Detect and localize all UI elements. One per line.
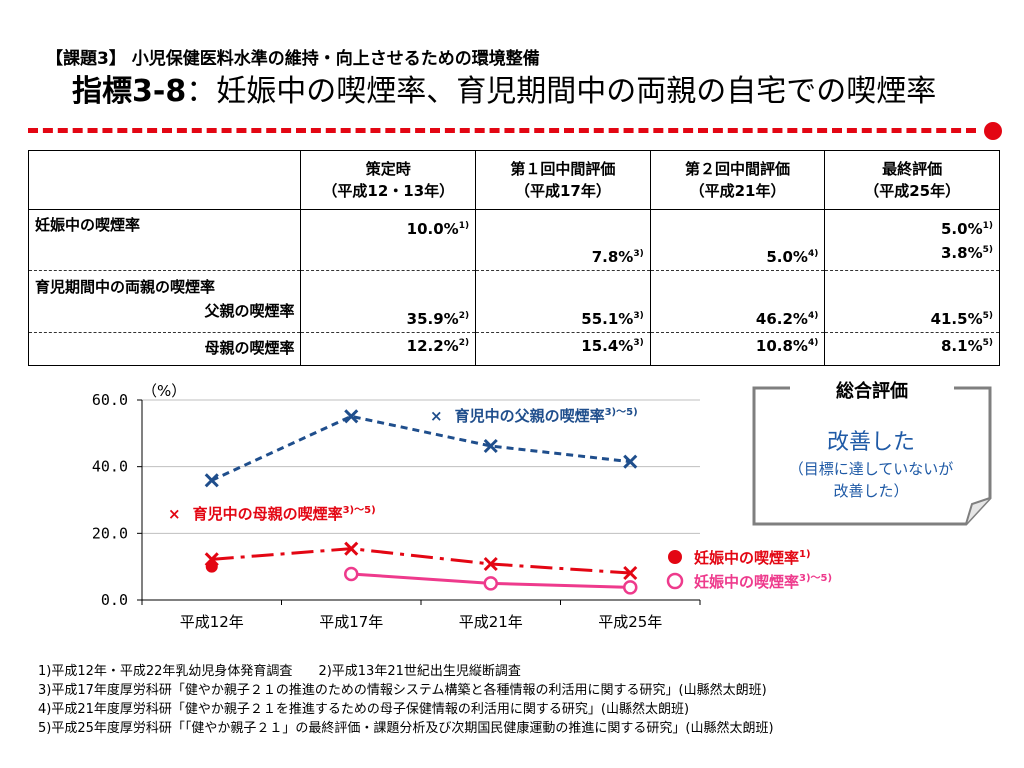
data-table: 策定時 （平成12・13年） 第１回中間評価 （平成17年） 第２回中間評価 （平成2… [27, 150, 1000, 366]
slide-subtitle: 【課題3】 小児保健医料水準の維持・向上させるための環境整備 [46, 49, 540, 69]
legend-pregnancy-filled-marker [668, 550, 682, 564]
table-cell: 5.0%1) 3.8%5) [824, 209, 1000, 271]
table-cell: 41.5%5) [824, 270, 1000, 333]
table-header-empty [27, 150, 302, 210]
table-header-cell: 最終評価 （平成25年） [824, 150, 1000, 210]
y-tick-label: 0.0 [101, 591, 128, 609]
evaluation-note: （目標に達していないが 改善した） [788, 460, 954, 500]
y-tick-label: 60.0 [92, 391, 128, 409]
table-cell: 15.4%3) [475, 332, 651, 366]
data-point-cross [344, 409, 359, 424]
legend-father: × 育児中の父親の喫煙率3)～5) [430, 407, 638, 425]
chart-series-lines [211, 414, 631, 589]
table-cell: 35.9%2) [300, 270, 477, 333]
title-indicator-number: 指標3-8 [72, 74, 187, 109]
row-label: 育児期間中の両親の喫煙率 父親の喫煙率 [27, 270, 302, 333]
footnote-line: 3)平成17年度厚労科研「健やか親子２１の推進のための情報システム構築と各種情報… [38, 683, 767, 698]
evaluation-box-frame [752, 386, 992, 526]
data-point-cross [344, 541, 359, 556]
y-axis-unit-label: （%） [142, 382, 186, 400]
table-row-mother: 母親の喫煙率 12.2%2) 15.4%3) 10.8%4) 8.1%5) [27, 332, 1000, 366]
x-tick-label: 平成21年 [459, 613, 523, 631]
data-point-cross [483, 438, 498, 454]
table-cell: 12.2%2) [300, 332, 477, 366]
slide-title: 指標3-8：妊娠中の喫煙率、育児期間中の両親の自宅での喫煙率 [72, 72, 1002, 112]
chart-axes: 0.0 20.0 40.0 60.0 平成12年 平成17年 平成21年 平成25年 [92, 391, 701, 631]
table-header-row: 策定時 （平成12・13年） 第１回中間評価 （平成17年） 第２回中間評価 （平成2… [27, 150, 1000, 210]
legend-father-marker: × [430, 407, 443, 425]
table-cell: 7.8%3) [475, 209, 651, 271]
table-cell: 55.1%3) [475, 270, 651, 333]
row-label: 妊娠中の喫煙率 [27, 209, 302, 271]
legend-mother: × 育児中の母親の喫煙率3)～5) [168, 505, 376, 523]
table-cell: 8.1%5) [824, 332, 1000, 366]
footnote-line: 5)平成25年度厚労科研「「健やか親子２１」の最終評価・課題分析及び次期国民健康… [38, 721, 774, 736]
data-point-open [623, 580, 638, 595]
data-point-filled [205, 560, 218, 573]
evaluation-result: 改善した [826, 430, 915, 455]
title-separator: ： [186, 74, 217, 109]
series-line-0 [211, 414, 631, 482]
x-tick-label: 平成17年 [319, 613, 383, 631]
x-tick-label: 平成12年 [180, 613, 244, 631]
table-cell: 10.8%4) [649, 332, 826, 366]
data-point-open [483, 576, 498, 591]
series-line-1 [211, 547, 631, 575]
title-divider-line [28, 128, 976, 133]
footnote-line: 1)平成12年・平成22年乳幼児身体発育調査 2)平成13年21世紀出生児縦断調査 [38, 664, 521, 679]
legend-pregnancy-open-marker [666, 572, 684, 590]
data-point-cross [204, 473, 219, 488]
y-tick-label: 20.0 [92, 524, 128, 542]
divider-dot-icon [984, 122, 1002, 140]
data-point-cross [623, 454, 638, 469]
table-row-pregnancy: 妊娠中の喫煙率 10.0%1) 7.8%3) 5.0%4) 5.0%1) 3.8… [27, 209, 1000, 271]
table-header-cell: 第１回中間評価 （平成17年） [475, 150, 651, 210]
y-tick-label: 40.0 [92, 458, 128, 476]
footnotes: 1)平成12年・平成22年乳幼児身体発育調査 2)平成13年21世紀出生児縦断調査… [38, 662, 774, 738]
table-cell: 46.2%4) [649, 270, 826, 333]
legend-mother-marker: × [168, 505, 181, 523]
legend-pregnancy-research: 妊娠中の喫煙率3)～5) [694, 573, 832, 591]
table-cell: 10.0%1) [300, 209, 477, 271]
footnote-line: 4)平成21年度厚労科研「健やか親子２１を推進するための母子保健情報の利活用に関… [38, 702, 690, 717]
title-main-text: 妊娠中の喫煙率、育児期間中の両親の自宅での喫煙率 [216, 74, 937, 109]
table-cell: 5.0%4) [649, 209, 826, 271]
chart-gridlines [142, 399, 700, 534]
row-label: 母親の喫煙率 [27, 332, 302, 366]
table-header-cell: 策定時 （平成12・13年） [300, 150, 477, 210]
table-row-father: 育児期間中の両親の喫煙率 父親の喫煙率 35.9%2) 55.1%3) 46.2… [27, 270, 1000, 333]
data-point-cross [623, 565, 638, 581]
legend-pregnancy-survey: 妊娠中の喫煙率1) [694, 549, 811, 567]
data-point-cross [483, 556, 498, 572]
evaluation-title: 総合評価 [790, 377, 954, 403]
data-point-open [344, 566, 359, 582]
chart-markers [204, 409, 638, 595]
x-tick-label: 平成25年 [598, 613, 662, 631]
table-header-cell: 第２回中間評価 （平成21年） [649, 150, 826, 210]
